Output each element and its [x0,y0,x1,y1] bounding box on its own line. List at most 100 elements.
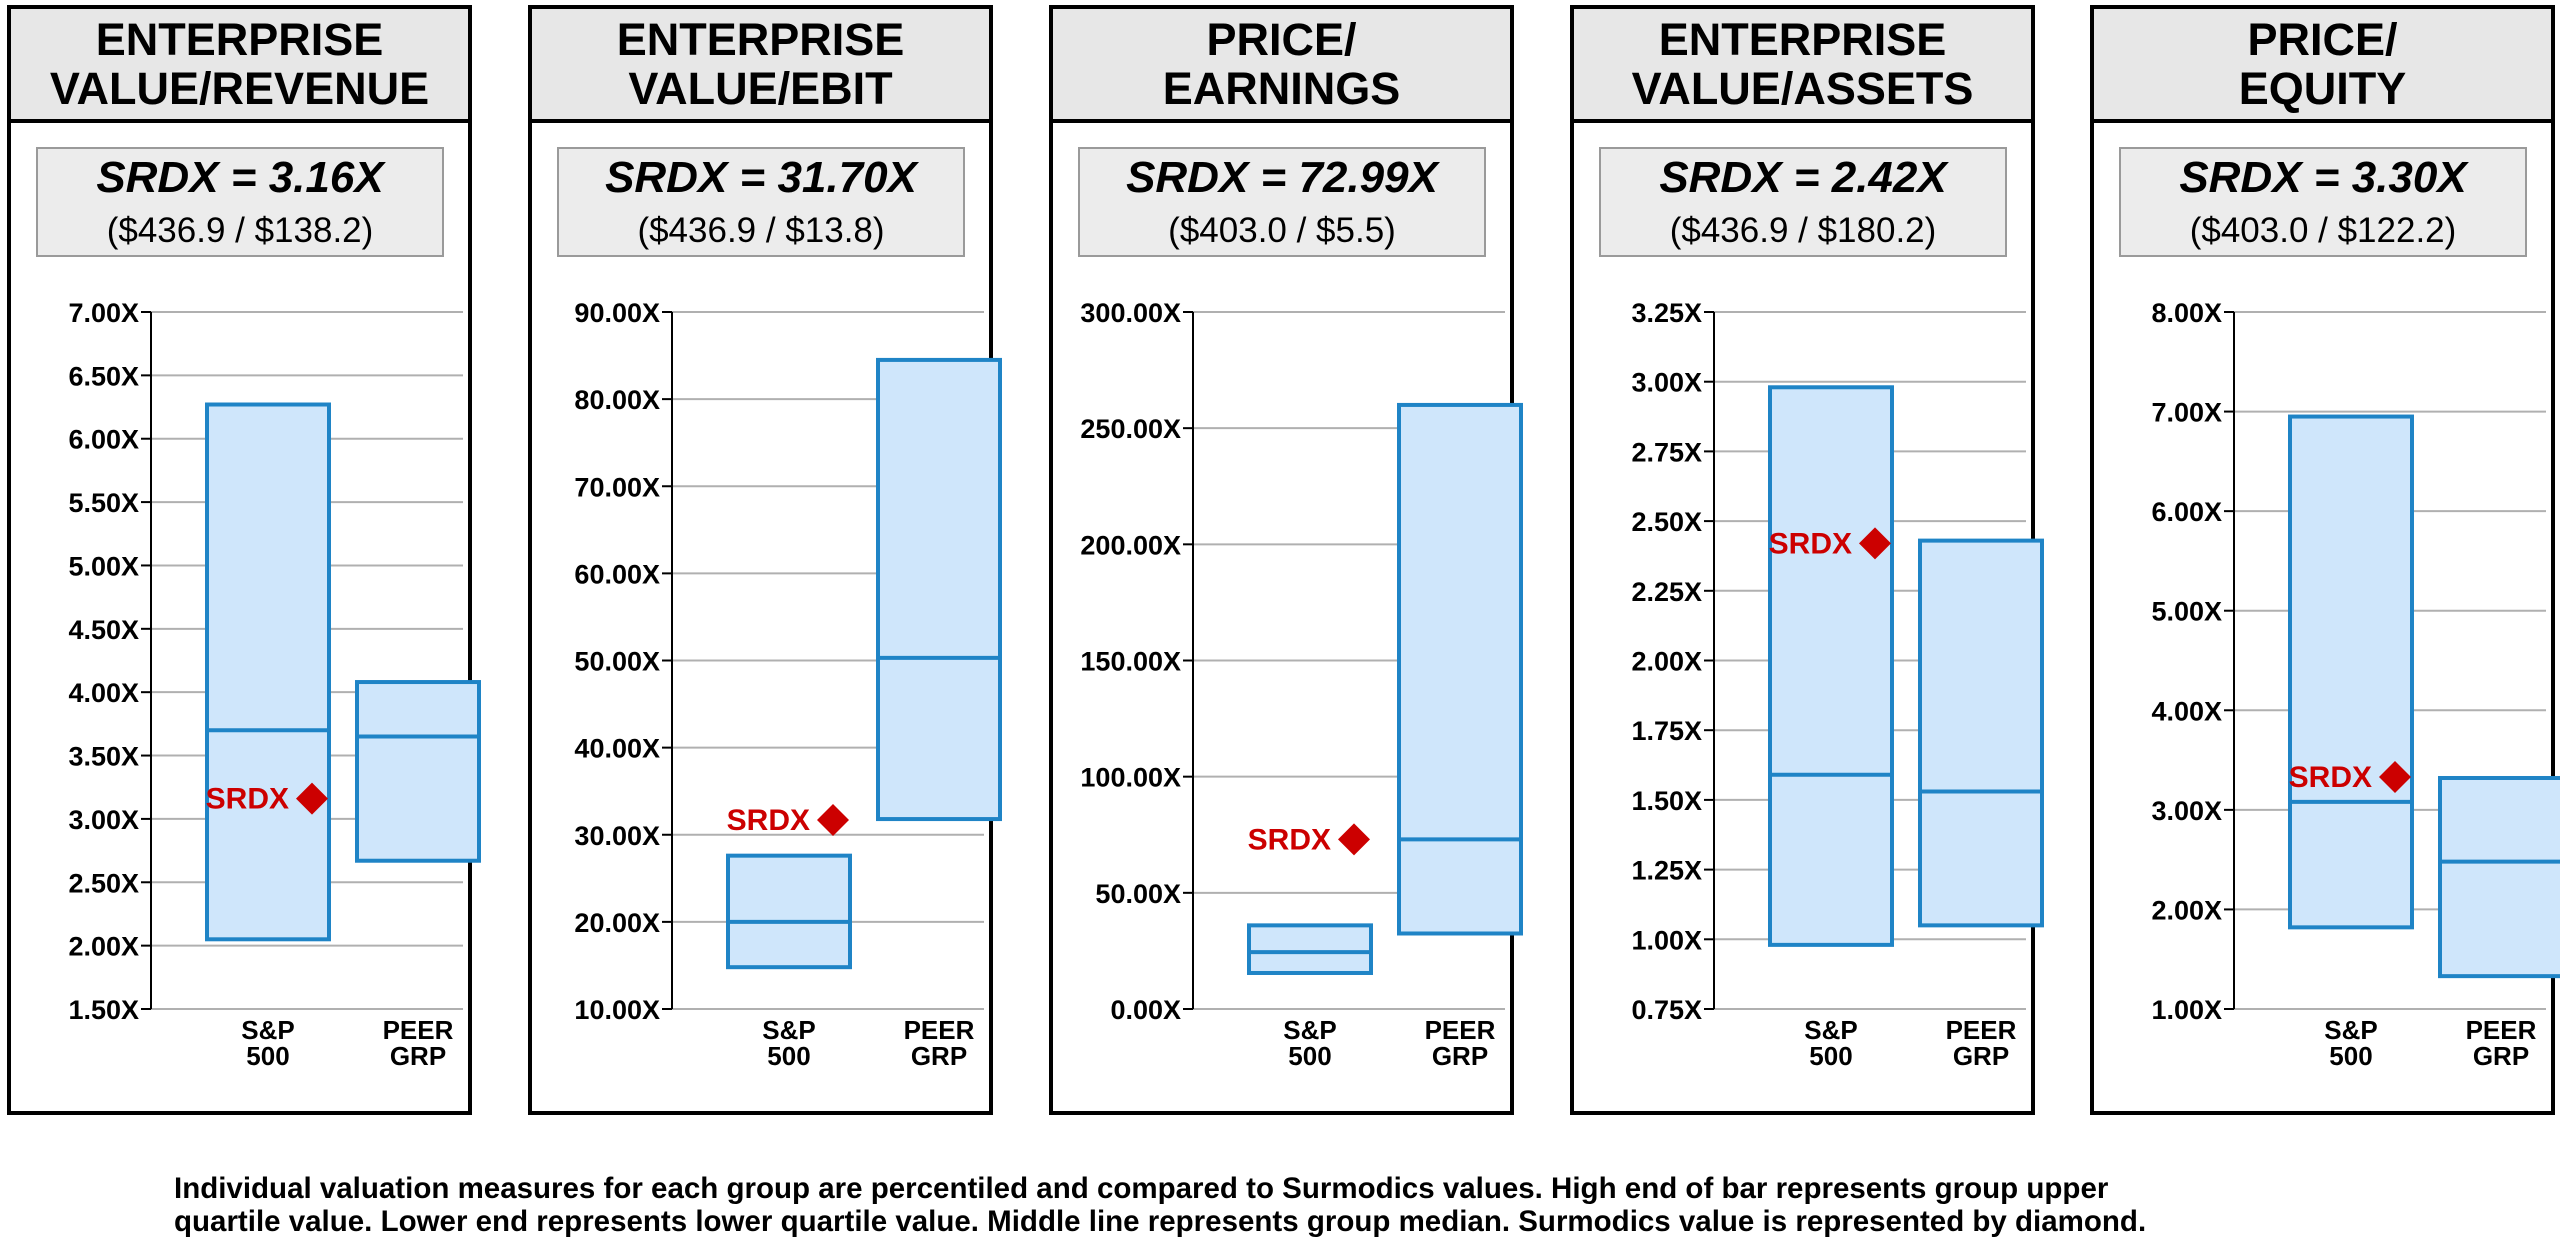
srdx-calculation: ($403.0 / $122.2) [2189,211,2457,250]
x-category-label: GRP [390,1041,446,1071]
chart-title-line: PRICE/ [1206,14,1357,65]
range-bar [205,402,331,942]
srdx-diamond-marker [296,782,328,815]
y-tick-label: 8.00X [2151,298,2222,328]
x-category-label: GRP [911,1041,967,1071]
y-tick-label: 100.00X [1080,763,1181,793]
srdx-calculation: ($436.9 / $13.8) [637,211,885,250]
srdx-stat-box: SRDX = 31.70X ($436.9 / $13.8) [557,147,965,257]
srdx-calculation: ($436.9 / $180.2) [1669,211,1937,250]
y-tick-label: 2.00X [68,932,139,962]
y-tick-label: 7.00X [68,298,139,328]
y-tick-label: 90.00X [574,298,660,328]
chart-title-line: EQUITY [2238,63,2407,114]
y-tick-label: 10.00X [574,995,660,1025]
chart-title-line: VALUE/REVENUE [49,63,430,114]
x-category-label: S&P [2324,1015,2377,1045]
srdx-marker-label: SRDX [727,804,810,837]
y-tick-label: 40.00X [574,734,660,764]
y-tick-label: 80.00X [574,385,660,415]
y-tick-label: 2.00X [2151,895,2222,925]
srdx-diamond-marker [2379,760,2411,793]
chart-title-line: VALUE/ASSETS [1631,63,1974,114]
chart-panel: ENTERPRISE VALUE/ASSETS SRDX = 2.42X ($4… [1570,5,2044,1115]
range-bar [2438,775,2560,979]
y-tick-label: 5.00X [2151,597,2222,627]
y-tick-label: 3.00X [2151,796,2222,826]
y-tick-label: 50.00X [1095,879,1181,909]
chart-panel: ENTERPRISE VALUE/EBIT SRDX = 31.70X ($43… [528,5,1002,1115]
footnote-line: Individual valuation measures for each g… [174,1172,2109,1205]
range-bar [876,357,1002,822]
chart-panel: PRICE/ EARNINGS SRDX = 72.99X ($403.0 / … [1049,5,1523,1115]
srdx-diamond-marker [1338,823,1370,856]
y-tick-label: 4.00X [2151,696,2222,726]
range-bar [1247,923,1373,975]
x-category-label: PEER [1946,1015,2017,1045]
y-tick-label: 50.00X [574,647,660,677]
srdx-marker-label: SRDX [1248,823,1331,856]
range-plot: 0.00X 50.00X 100.00X 150.00X 200.00X 250.00X 3… [1080,298,1523,1071]
y-tick-label: 20.00X [574,908,660,938]
srdx-stat-box: SRDX = 72.99X ($403.0 / $5.5) [1078,147,1486,257]
srdx-marker-label: SRDX [2289,761,2372,794]
chart-title: PRICE/ EQUITY [2094,9,2551,123]
srdx-calculation: ($436.9 / $138.2) [106,211,374,250]
x-category-label: PEER [2466,1015,2537,1045]
srdx-stat-box: SRDX = 3.30X ($403.0 / $122.2) [2119,147,2527,257]
y-tick-label: 7.00X [2151,398,2222,428]
y-tick-label: 2.50X [1631,507,1702,537]
chart-title-line: PRICE/ [2247,14,2398,65]
x-category-label: S&P [762,1015,815,1045]
srdx-stat-box: SRDX = 2.42X ($436.9 / $180.2) [1599,147,2007,257]
chart-panel: PRICE/ EQUITY SRDX = 3.30X ($403.0 / $12… [2090,5,2560,1115]
x-category-label: PEER [383,1015,454,1045]
x-category-label: GRP [1432,1041,1488,1071]
y-tick-label: 300.00X [1080,298,1181,328]
srdx-stat-box: SRDX = 3.16X ($436.9 / $138.2) [36,147,444,257]
y-tick-label: 3.25X [1631,298,1702,328]
y-tick-label: 2.00X [1631,647,1702,677]
y-tick-label: 1.75X [1631,716,1702,746]
valuation-charts: ENTERPRISE VALUE/REVENUE SRDX = 3.16X ($… [7,5,2560,1115]
y-tick-label: 4.00X [68,678,139,708]
x-category-label: 500 [2329,1041,2372,1071]
chart-title-line: VALUE/EBIT [628,63,893,114]
srdx-multiple: SRDX = 2.42X [1659,153,1947,202]
y-tick-label: 30.00X [574,821,660,851]
y-tick-label: 6.00X [68,425,139,455]
x-category-label: PEER [1425,1015,1496,1045]
y-tick-label: 3.00X [68,805,139,835]
y-tick-label: 6.50X [68,361,139,391]
srdx-multiple: SRDX = 31.70X [605,153,917,202]
srdx-marker-label: SRDX [1769,527,1852,560]
range-plot: 1.50X 2.00X 2.50X 3.00X 3.50X 4.00X 4.50X 5.00X… [68,298,481,1071]
y-tick-label: 1.50X [68,995,139,1025]
x-category-label: S&P [1804,1015,1857,1045]
range-bar [1397,402,1523,936]
chart-panel: ENTERPRISE VALUE/REVENUE SRDX = 3.16X ($… [7,5,481,1115]
chart-title: PRICE/ EARNINGS [1053,9,1510,123]
y-tick-label: 1.00X [2151,995,2222,1025]
srdx-multiple: SRDX = 3.30X [2179,153,2467,202]
y-tick-label: 6.00X [2151,497,2222,527]
srdx-marker-label: SRDX [206,783,289,816]
chart-title-line: EARNINGS [1162,63,1401,114]
x-category-label: 500 [1809,1041,1852,1071]
srdx-diamond-marker [817,803,849,836]
range-bar [355,680,481,863]
y-tick-label: 3.50X [68,742,139,772]
y-tick-label: 200.00X [1080,530,1181,560]
y-tick-label: 4.50X [68,615,139,645]
y-tick-label: 2.75X [1631,437,1702,467]
chart-title: ENTERPRISE VALUE/EBIT [532,9,989,123]
srdx-diamond-marker [1859,527,1891,560]
y-tick-label: 3.00X [1631,368,1702,398]
y-tick-label: 5.50X [68,488,139,518]
y-tick-label: 1.25X [1631,856,1702,886]
range-bar [1768,385,1894,947]
x-category-label: GRP [2473,1041,2529,1071]
y-tick-label: 60.00X [574,559,660,589]
chart-title-line: ENTERPRISE [1658,14,1947,65]
chart-title-line: ENTERPRISE [95,14,384,65]
